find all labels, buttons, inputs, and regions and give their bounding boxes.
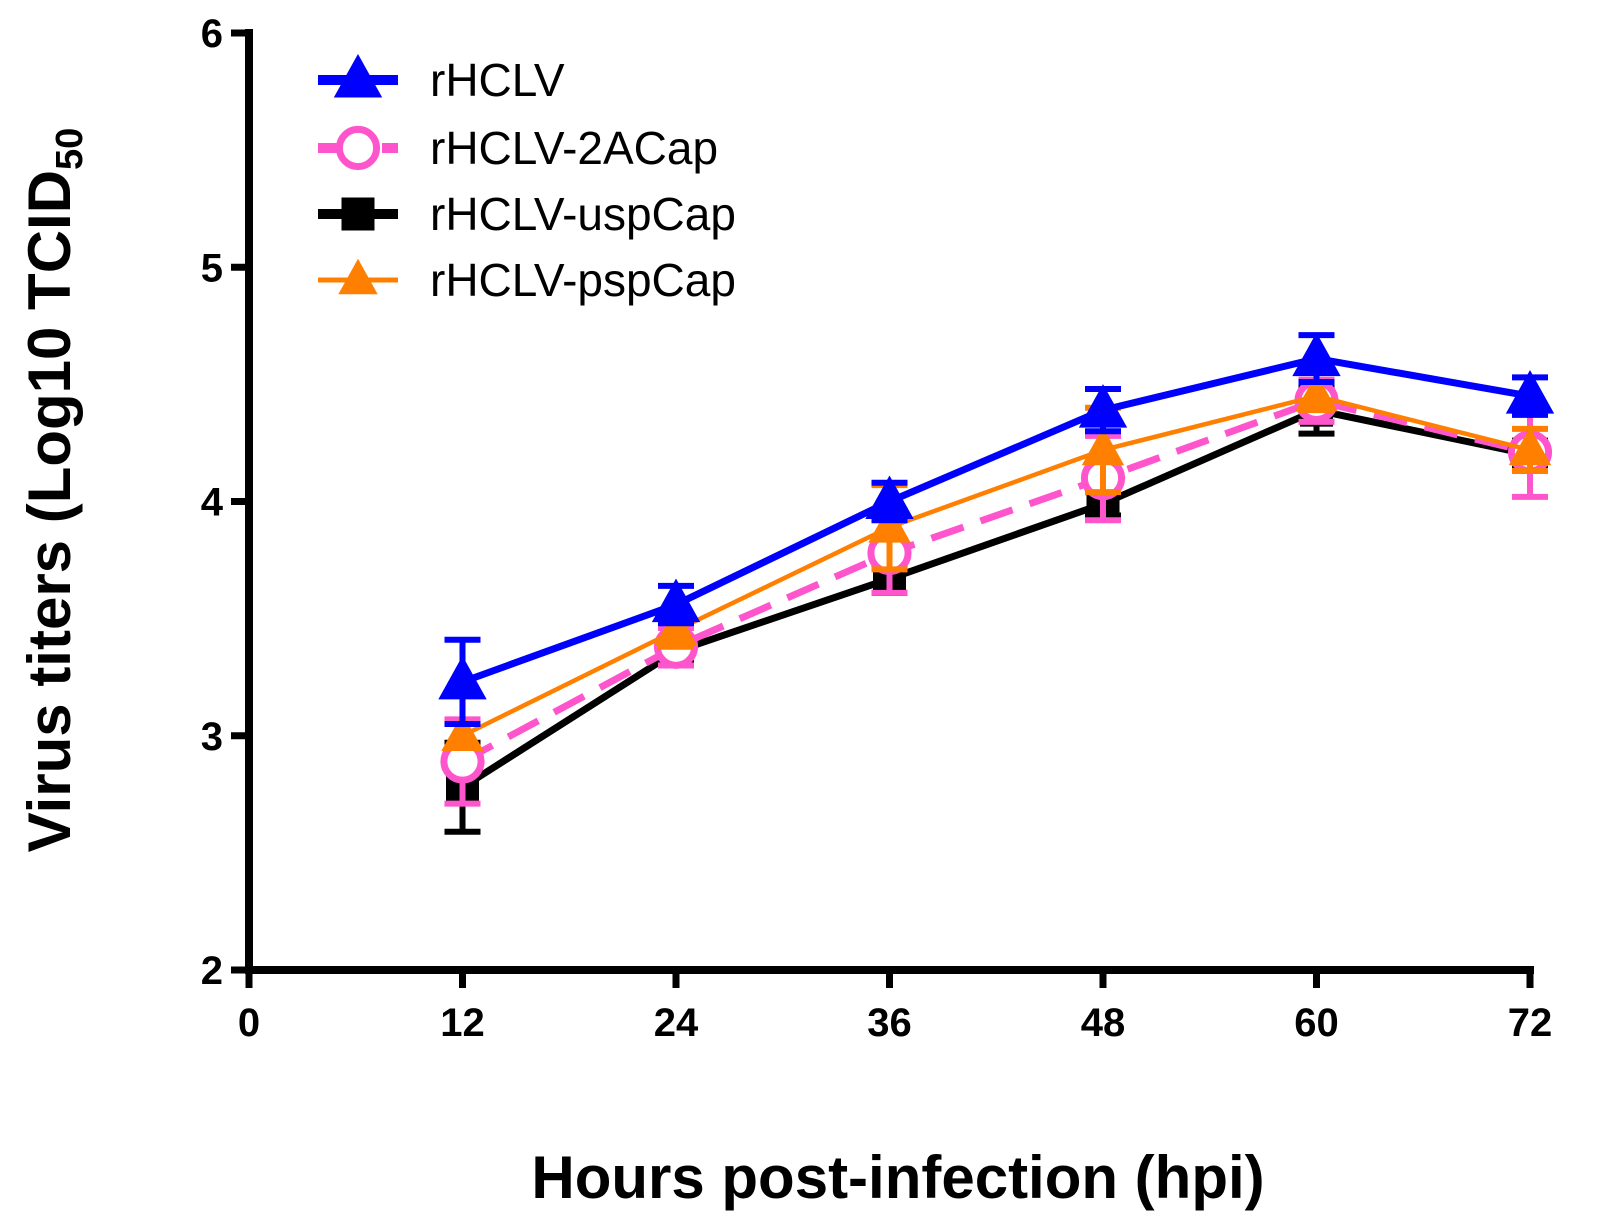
- series-rhclv: [438, 332, 1555, 728]
- x-tick-label-48: 48: [1081, 1001, 1126, 1045]
- legend-item-rhclv-pspcap: rHCLV-pspCap: [318, 254, 736, 306]
- x-tick-label-12: 12: [440, 1001, 485, 1045]
- series-line-rhclv-2acap: [460, 397, 1531, 765]
- y-tick-label-4: 4: [201, 481, 224, 525]
- series-layer: [438, 332, 1555, 835]
- point-rhclv-pspcap-36: [868, 504, 911, 543]
- y-tick-label-5: 5: [201, 246, 223, 290]
- legend-label-rhclv: rHCLV: [430, 54, 565, 106]
- legend-item-rhclv-2acap: rHCLV-2ACap: [318, 122, 718, 174]
- y-axis-title: Virus titers (Log10 TCID50: [16, 128, 91, 853]
- x-axis-title: Hours post-infection (hpi): [531, 1144, 1264, 1211]
- series-line-rhclv-pspcap: [461, 393, 1531, 738]
- x-tick-label-36: 36: [867, 1001, 912, 1045]
- legend-item-rhclv-uspcap: rHCLV-uspCap: [318, 188, 736, 240]
- point-rhclv-48: [1078, 384, 1128, 428]
- point-rhclv-12: [438, 655, 487, 700]
- x-tick-label-72: 72: [1508, 1001, 1553, 1045]
- legend-marker-rhclv-pspcap: [338, 258, 378, 295]
- point-rhclv-36: [865, 475, 914, 519]
- y-tick-label-2: 2: [201, 949, 223, 993]
- legend: rHCLV rHCLV-2ACap rHCLV-uspCap rHCLV-pspCap: [318, 53, 736, 306]
- point-rhclv-72: [1505, 370, 1555, 414]
- legend-marker-rhclv-2acap: [335, 125, 381, 171]
- legend-label-rhclv-pspcap: rHCLV-pspCap: [430, 254, 736, 306]
- point-rhclv-pspcap-60: [1295, 373, 1338, 412]
- point-rhclv-60: [1292, 332, 1341, 377]
- x-tick-label-0: 0: [238, 1001, 260, 1045]
- series-line-rhclv: [461, 355, 1531, 686]
- legend-label-rhclv-uspcap: rHCLV-uspCap: [430, 188, 736, 240]
- point-rhclv-pspcap-24: [654, 607, 698, 646]
- legend-marker-rhclv-uspcap: [341, 197, 375, 231]
- point-rhclv-pspcap-48: [1081, 427, 1125, 466]
- legend-item-rhclv: rHCLV: [318, 53, 565, 106]
- point-rhclv-pspcap-12: [441, 712, 484, 752]
- x-tick-label-60: 60: [1294, 1001, 1339, 1045]
- point-rhclv-24: [651, 578, 701, 623]
- y-axis-title-subscript: 50: [49, 128, 91, 170]
- series-line-rhclv-uspcap: [460, 406, 1531, 791]
- legend-marker-rhclv: [333, 53, 383, 98]
- legend-label-rhclv-2acap: rHCLV-2ACap: [430, 122, 718, 174]
- x-tick-label-24: 24: [654, 1001, 699, 1045]
- y-tick-label-3: 3: [201, 715, 223, 759]
- point-rhclv-pspcap-72: [1508, 427, 1552, 466]
- y-tick-label-6: 6: [201, 12, 223, 56]
- y-axis-title-main: Virus titers (Log10 TCID: [16, 170, 83, 852]
- series-rhclv-2acap: [440, 376, 1553, 807]
